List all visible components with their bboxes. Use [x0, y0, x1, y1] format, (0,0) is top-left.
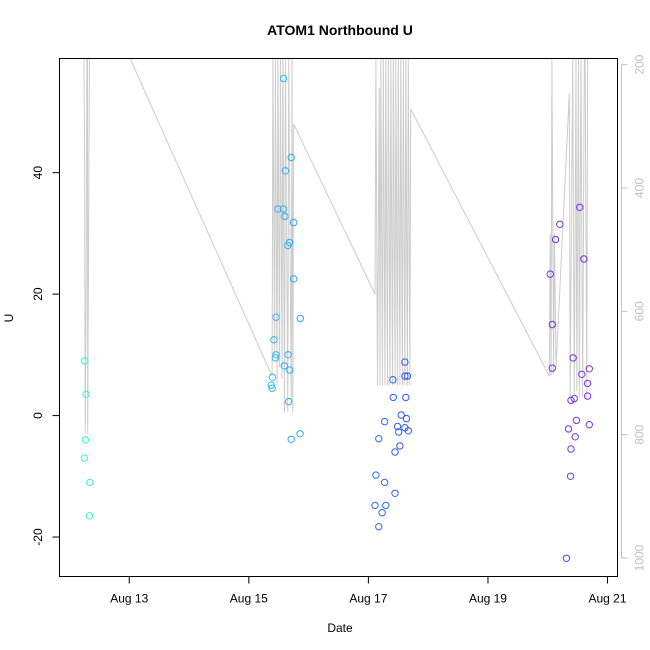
data-point [404, 427, 412, 435]
data-point [375, 523, 383, 531]
y2-tick-label: 1000 [633, 544, 647, 571]
y-axis-label: U [2, 314, 16, 323]
data-point [566, 472, 575, 480]
data-point [548, 320, 556, 329]
data-point [572, 416, 581, 425]
data-point [556, 220, 564, 229]
data-point [296, 314, 304, 323]
data-point [393, 422, 402, 431]
data-point [271, 354, 280, 362]
y2-tick-label: 200 [633, 54, 647, 74]
data-point [272, 351, 280, 359]
y2-axis: 200 400 600 800 1000 [621, 54, 647, 571]
data-point [569, 354, 577, 362]
y2-tick-label: 400 [633, 178, 647, 198]
pressure-line-layer [83, 58, 589, 434]
data-point [279, 74, 288, 83]
data-point [583, 379, 592, 388]
y-tick-label: 0 [31, 412, 45, 419]
data-point [546, 270, 554, 278]
data-point [567, 445, 575, 453]
data-point [272, 313, 280, 321]
data-point [389, 376, 397, 384]
data-point [372, 471, 380, 479]
data-point [287, 153, 295, 162]
data-point [391, 448, 399, 456]
pressure-line [83, 58, 589, 434]
data-point [578, 370, 586, 378]
data-point [280, 362, 288, 370]
data-point [82, 390, 90, 398]
data-point [551, 235, 560, 244]
data-point [402, 414, 411, 423]
data-point [267, 381, 275, 389]
data-point [548, 364, 556, 372]
data-point [396, 442, 404, 450]
data-point [391, 489, 399, 497]
data-point [378, 509, 386, 517]
data-point [281, 167, 290, 175]
x-tick-label: Aug 15 [230, 592, 268, 606]
data-point [85, 512, 94, 520]
data-point [380, 417, 389, 426]
data-point [562, 554, 571, 562]
data-point [290, 218, 298, 227]
data-point [580, 255, 588, 263]
data-point [585, 365, 593, 373]
data-point [86, 478, 94, 487]
data-point [281, 212, 289, 221]
x-axis: Aug 13 Aug 15 Aug 17 Aug 19 Aug 21 [110, 576, 627, 606]
data-point [371, 501, 379, 510]
y-tick-label: -20 [31, 528, 45, 546]
y-axis: -20 0 20 40 [31, 166, 60, 546]
chart-title: ATOM1 Northbound U [267, 22, 413, 38]
data-point [286, 366, 294, 374]
y-tick-label: 40 [31, 166, 45, 180]
data-point [375, 435, 383, 443]
data-point [389, 393, 397, 402]
data-point [284, 351, 292, 359]
data-point [576, 203, 584, 212]
data-point [380, 478, 389, 487]
y2-tick-label: 600 [633, 301, 647, 321]
plot-frame [59, 58, 618, 577]
data-point [284, 241, 292, 250]
y2-tick-label: 800 [633, 424, 647, 444]
data-point [401, 358, 409, 366]
data-point [583, 392, 592, 400]
data-point [279, 205, 287, 213]
x-axis-label: Date [327, 621, 353, 635]
points-layer [80, 74, 593, 562]
data-point [274, 205, 282, 213]
data-point [564, 425, 573, 433]
data-point [81, 436, 90, 444]
data-point [296, 430, 304, 438]
data-point [287, 435, 295, 443]
data-point [395, 428, 403, 436]
x-tick-label: Aug 21 [589, 592, 627, 606]
data-point [397, 411, 405, 419]
data-point [567, 396, 575, 405]
data-point [80, 454, 89, 462]
data-point [403, 372, 412, 380]
data-point [402, 393, 410, 402]
data-point [290, 275, 298, 283]
data-point [585, 421, 593, 429]
x-tick-label: Aug 17 [349, 592, 387, 606]
data-point [382, 501, 390, 510]
y-tick-label: 20 [31, 287, 45, 301]
data-point [81, 357, 89, 365]
data-point [270, 336, 278, 344]
x-tick-label: Aug 13 [110, 592, 148, 606]
data-point [285, 397, 293, 406]
data-point [571, 433, 579, 441]
data-point [401, 372, 409, 380]
data-point [268, 373, 277, 381]
data-point [268, 384, 276, 392]
x-tick-label: Aug 19 [469, 592, 507, 606]
